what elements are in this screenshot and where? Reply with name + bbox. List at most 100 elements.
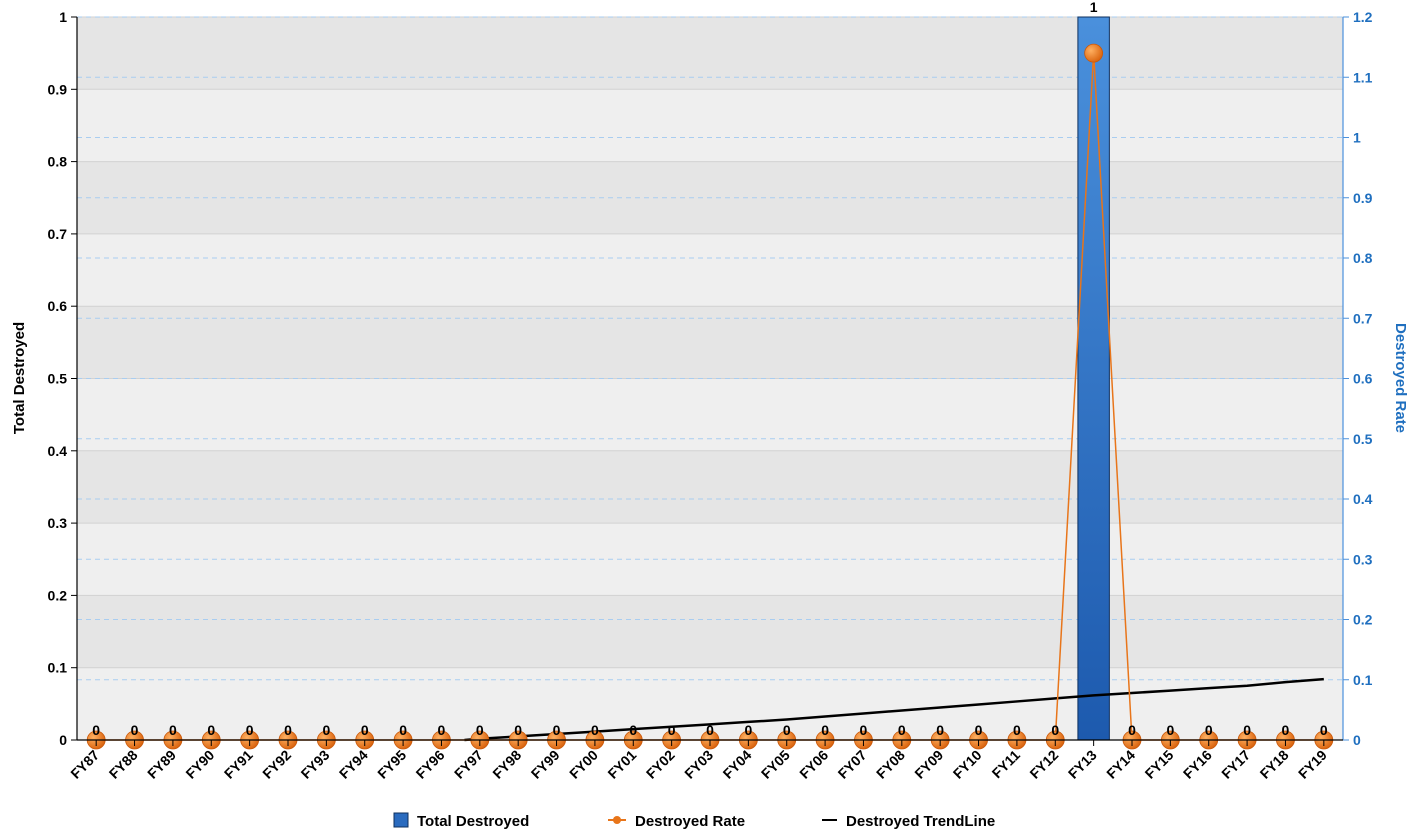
- plot-band: [77, 17, 1343, 90]
- x-tick-label: FY15: [1142, 747, 1177, 782]
- x-tick-label: FY09: [911, 747, 946, 782]
- x-tick-label: FY14: [1103, 747, 1138, 782]
- trendline: [464, 677, 1324, 742]
- bar-data-label: 0: [92, 722, 100, 738]
- right-tick-label: 0.3: [1353, 551, 1373, 567]
- right-tick-label: 0.5: [1353, 431, 1373, 447]
- bar-data-label: 0: [591, 722, 599, 738]
- bar-data-label: 0: [860, 722, 868, 738]
- x-tick-label: FY95: [374, 747, 409, 782]
- x-tick-label: FY99: [528, 747, 563, 782]
- x-tick-label: FY02: [643, 747, 678, 782]
- trendline-series: [464, 677, 1324, 742]
- x-tick-label: FY06: [796, 747, 831, 782]
- legend-label-destroyed-trendline: Destroyed TrendLine: [846, 813, 995, 830]
- bar-data-label: 0: [169, 722, 177, 738]
- bar-data-label: 1: [1090, 0, 1098, 15]
- bar-data-label: 0: [975, 722, 983, 738]
- left-tick-label: 0.2: [48, 587, 68, 603]
- left-tick-label: 0.3: [48, 515, 68, 531]
- bar-data-label: 0: [361, 722, 369, 738]
- x-tick-label: FY89: [144, 747, 179, 782]
- left-tick-label: 0: [59, 732, 67, 748]
- x-tick-label: FY87: [67, 747, 102, 782]
- bar-data-label: 0: [1166, 722, 1174, 738]
- x-tick-label: FY04: [720, 747, 755, 782]
- bar-data-label: 0: [514, 722, 522, 738]
- x-tick-label: FY16: [1180, 747, 1215, 782]
- right-tick-label: 1: [1353, 130, 1361, 146]
- right-tick-label: 1.1: [1353, 69, 1373, 85]
- legend-item-total-destroyed[interactable]: Total Destroyed: [393, 812, 529, 830]
- bar-data-label: 0: [936, 722, 944, 738]
- bar-series-total-destroyed: [1077, 16, 1110, 741]
- bar-data-label: 0: [821, 722, 829, 738]
- bar-data-label: 0: [246, 722, 254, 738]
- bar-data-label: 0: [1128, 722, 1136, 738]
- left-tick-label: 0.8: [48, 154, 68, 170]
- legend: Total Destroyed Destroyed Rate Destroyed…: [393, 812, 995, 830]
- left-tick-label: 0.6: [48, 298, 68, 314]
- x-tick-label: FY12: [1026, 747, 1061, 782]
- x-tick-label: FY00: [566, 747, 601, 782]
- right-gridlines: [77, 16, 1343, 681]
- right-tick-label: 0.9: [1353, 190, 1373, 206]
- x-tick-label: FY94: [336, 747, 371, 782]
- x-tick-label: FY91: [221, 747, 256, 782]
- left-tick-label: 1: [59, 9, 67, 25]
- right-tick-label: 0: [1353, 732, 1361, 748]
- bar-data-label: 0: [553, 722, 561, 738]
- plot-band: [77, 306, 1343, 379]
- legend-label-total-destroyed: Total Destroyed: [417, 813, 529, 830]
- x-tick-label: FY05: [758, 747, 793, 782]
- plot-band: [77, 595, 1343, 668]
- x-tick-label: FY07: [835, 747, 870, 782]
- right-tick-label: 0.7: [1353, 310, 1373, 326]
- x-tick-label: FY08: [873, 747, 908, 782]
- left-tick-label: 0.1: [48, 660, 68, 676]
- right-tick-label: 0.4: [1353, 491, 1373, 507]
- legend-swatch-marker: [613, 816, 621, 824]
- bar-data-label: 0: [706, 722, 714, 738]
- right-tick-label: 1.2: [1353, 9, 1373, 25]
- left-axis-ticks: 0 0.1 0.2 0.3 0.4 0.5 0.6 0.7 0.8 0.9 1: [48, 9, 77, 748]
- y2-axis-title: Destroyed Rate: [1392, 323, 1409, 433]
- legend-item-destroyed-rate[interactable]: Destroyed Rate: [608, 813, 745, 830]
- legend-item-destroyed-trendline[interactable]: Destroyed TrendLine: [822, 813, 995, 830]
- left-tick-label: 0.9: [48, 81, 68, 97]
- bar-data-label: 0: [1013, 722, 1021, 738]
- bar-data-label: 0: [207, 722, 215, 738]
- x-tick-label: FY11: [989, 747, 1024, 782]
- plot-band: [77, 233, 1343, 307]
- bar-data-label: 0: [744, 722, 752, 738]
- x-tick-label: FY88: [106, 747, 141, 782]
- y-axis-title: Total Destroyed: [11, 322, 28, 434]
- bar-data-label: 0: [1051, 722, 1059, 738]
- right-tick-label: 0.1: [1353, 672, 1373, 688]
- right-tick-label: 0.8: [1353, 250, 1373, 266]
- right-axis-ticks: 0 0.1 0.2 0.3 0.4 0.5 0.6 0.7 0.8 0.9 1 1.1 1.2: [1343, 9, 1373, 748]
- x-tick-label: FY01: [604, 747, 639, 782]
- x-tick-label: FY93: [298, 747, 333, 782]
- bar-data-label: 0: [438, 722, 446, 738]
- left-tick-label: 0.7: [48, 226, 68, 242]
- x-tick-label: FY13: [1065, 747, 1100, 782]
- x-tick-label: FY92: [259, 747, 294, 782]
- rate-point: [1084, 43, 1104, 63]
- bar-data-label: 0: [284, 722, 292, 738]
- bar-data-label: 0: [783, 722, 791, 738]
- legend-label-destroyed-rate: Destroyed Rate: [635, 813, 745, 830]
- x-tick-label: FY96: [413, 747, 448, 782]
- x-tick-label: FY19: [1295, 747, 1330, 782]
- x-tick-label: FY03: [681, 747, 716, 782]
- bar-data-label: 0: [1282, 722, 1290, 738]
- x-tick-label: FY10: [950, 747, 985, 782]
- x-tick-label: FY90: [182, 747, 217, 782]
- bar-data-label: 0: [476, 722, 484, 738]
- bar-data-labels: 0 0 0 0 0 0 0 0 0 0 0 0 0 0 0 0 0 0 0 0 0 0 0 0 0 0 1 0 0 0 0 0 0: [92, 0, 1328, 738]
- right-tick-label: 0.6: [1353, 371, 1373, 387]
- bar-data-label: 0: [131, 722, 139, 738]
- bar-data-label: 0: [1205, 722, 1213, 738]
- bar: [1077, 16, 1110, 741]
